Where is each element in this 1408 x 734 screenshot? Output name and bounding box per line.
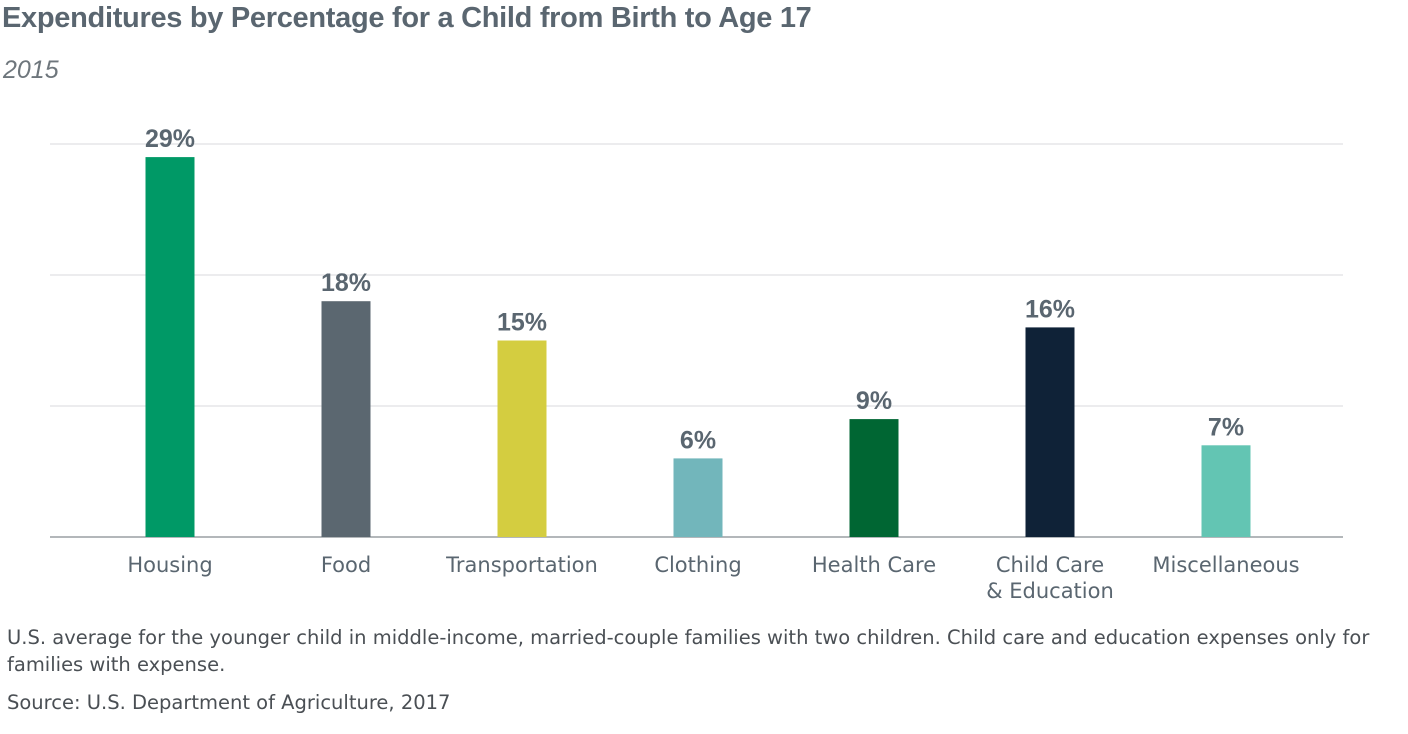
- bar: [1025, 327, 1075, 537]
- value-label: 18%: [321, 269, 371, 297]
- chart-title: Expenditures by Percentage for a Child f…: [2, 2, 812, 34]
- value-labels: 29% 18% 15% 6% 9% 16% 7%: [145, 125, 1244, 454]
- category-label: Clothing: [654, 553, 741, 577]
- chart-note: U.S. average for the younger child in mi…: [7, 626, 1370, 676]
- category-label: Miscellaneous: [1152, 553, 1299, 577]
- bar: [321, 301, 371, 537]
- value-label: 16%: [1025, 295, 1075, 323]
- bar-chart: 29% 18% 15% 6% 9% 16% 7% Housing Food Transporta…: [50, 125, 1343, 603]
- chart-subtitle: 2015: [3, 56, 59, 84]
- category-label: Food: [321, 553, 371, 577]
- value-label: 29%: [145, 125, 195, 153]
- category-label: Child Care & Education: [986, 553, 1114, 603]
- chart-source: Source: U.S. Department of Agriculture, …: [7, 691, 451, 714]
- category-labels: Housing Food Transportation Clothing Health …: [127, 553, 1299, 603]
- bars: [145, 157, 1251, 537]
- category-label: Health Care: [812, 553, 936, 577]
- category-label: Transportation: [445, 553, 598, 577]
- bar: [497, 340, 547, 537]
- bar: [673, 458, 723, 537]
- bar: [145, 157, 195, 537]
- value-label: 9%: [856, 387, 892, 415]
- bar: [1201, 445, 1251, 537]
- value-label: 15%: [497, 309, 547, 337]
- category-label: Housing: [127, 553, 212, 577]
- value-label: 6%: [680, 426, 716, 454]
- value-label: 7%: [1208, 413, 1244, 441]
- bar: [849, 419, 899, 537]
